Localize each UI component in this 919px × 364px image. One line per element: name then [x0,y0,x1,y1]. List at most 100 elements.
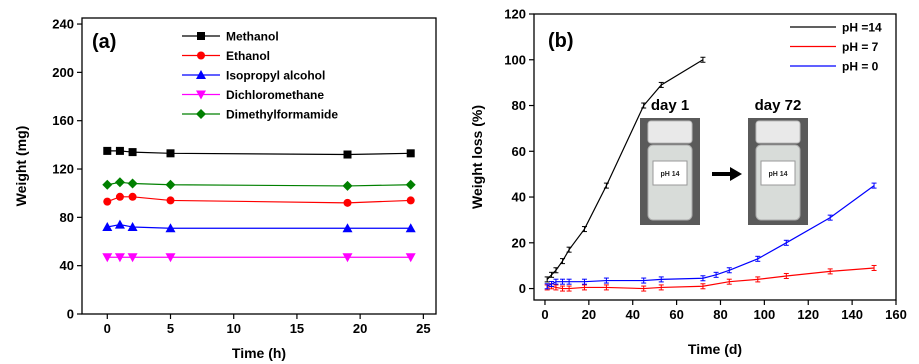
data-point [343,198,352,207]
jar-label-paper [652,160,688,186]
y-tick-label: 0 [67,307,74,322]
series-line [107,196,411,204]
data-point [103,146,112,155]
y-tick-label: 60 [512,144,526,159]
x-tick-label: 0 [104,321,111,336]
data-point [342,180,353,191]
series-ph-7 [544,264,877,292]
x-tick-label: 160 [885,307,907,322]
x-tick-label: 15 [290,321,304,336]
photo-label: day 72 [755,97,802,114]
series-line [546,185,875,287]
legend-marker [197,32,205,40]
inset-photo: day 1 pH 14 [640,97,700,225]
chart-b: 0 20 40 60 80 100 120 140 160 0 20 40 60 80 100 120 Time… [469,7,907,358]
panel-label: (b) [548,30,574,52]
y-axis-label: Weight (mg) [13,126,29,207]
y-tick-label: 200 [52,65,74,80]
data-point [114,219,125,229]
inset-photo: day 72 pH 14 [748,97,808,225]
legend: Methanol Ethanol Isopropyl alcohol Dichloro… [182,30,338,122]
data-point [115,192,124,201]
series-line [107,150,411,156]
x-tick-label: 20 [582,307,596,322]
x-tick-label: 120 [797,307,819,322]
legend-entry: pH =14 [842,21,882,35]
legend-marker [196,70,206,79]
chart-a: 0 5 10 15 20 25 0 40 80 120 160 200 240 Time (h) Weigh… [13,17,437,361]
legend-entry: pH = 0 [842,60,879,74]
y-tick-label: 40 [60,258,74,273]
series-isopropyl-alcohol [102,219,416,233]
data-point [102,222,113,232]
x-tick-label: 80 [713,307,727,322]
y-tick-label: 120 [504,7,526,22]
data-point [127,178,138,189]
y-tick-label: 0 [519,281,526,296]
x-tick-label: 5 [167,321,174,336]
series-line [107,223,411,229]
data-point [165,223,176,233]
jar-cap [647,120,693,144]
arrow-head [730,167,742,181]
data-point [127,253,138,263]
y-tick-label: 160 [52,113,74,128]
x-tick-label: 25 [416,321,430,336]
data-point [127,222,138,232]
legend-entry: Dimethylformamide [226,108,338,122]
data-point [115,146,124,155]
series-dimethylformamide [102,177,416,191]
y-tick-label: 100 [504,52,526,67]
series-line [107,181,411,187]
data-point [342,253,353,263]
data-point [406,149,415,158]
y-tick-label: 120 [52,162,74,177]
data-point [343,150,352,159]
data-point [406,196,415,205]
data-point [405,223,416,233]
x-tick-label: 0 [541,307,548,322]
data-point [102,253,113,263]
legend-entry: Dichloromethane [226,88,324,102]
legend-marker [196,109,206,119]
legend-marker [197,51,205,60]
series-methanol [103,146,415,159]
legend-entry: pH = 7 [842,40,879,54]
plot-frame [533,13,897,301]
jar-cap [755,120,801,144]
data-point [128,192,137,201]
data-point [405,179,416,190]
y-tick-label: 20 [512,235,526,250]
x-tick-label: 100 [754,307,776,322]
series-ph-14 [544,56,706,283]
x-axis-label: Time (h) [232,345,286,361]
data-point [166,149,175,158]
jar-label-text: pH 14 [660,171,679,178]
legend-marker [196,90,206,100]
data-point [103,197,112,206]
data-point [166,196,175,205]
data-point [165,179,176,190]
x-tick-label: 10 [226,321,240,336]
panel-label: (a) [92,31,116,53]
plot-frame [81,17,437,315]
legend: pH =14 pH = 7 pH = 0 [790,21,882,74]
y-tick-label: 80 [60,210,74,225]
data-point [114,253,125,263]
legend-entry: Methanol [226,30,279,44]
jar-label-paper [760,160,796,186]
x-tick-label: 60 [669,307,683,322]
legend-entry: Ethanol [226,49,270,63]
jar-label-text: pH 14 [768,171,787,178]
data-point [128,148,137,157]
y-axis-label: Weight loss (%) [469,105,485,209]
series-line [547,267,875,290]
x-axis-label: Time (d) [688,341,742,357]
x-tick-label: 20 [353,321,367,336]
y-tick-label: 80 [512,98,526,113]
data-point [342,223,353,233]
photo-label: day 1 [651,97,689,114]
legend-entry: Isopropyl alcohol [226,69,325,83]
data-point [165,253,176,263]
